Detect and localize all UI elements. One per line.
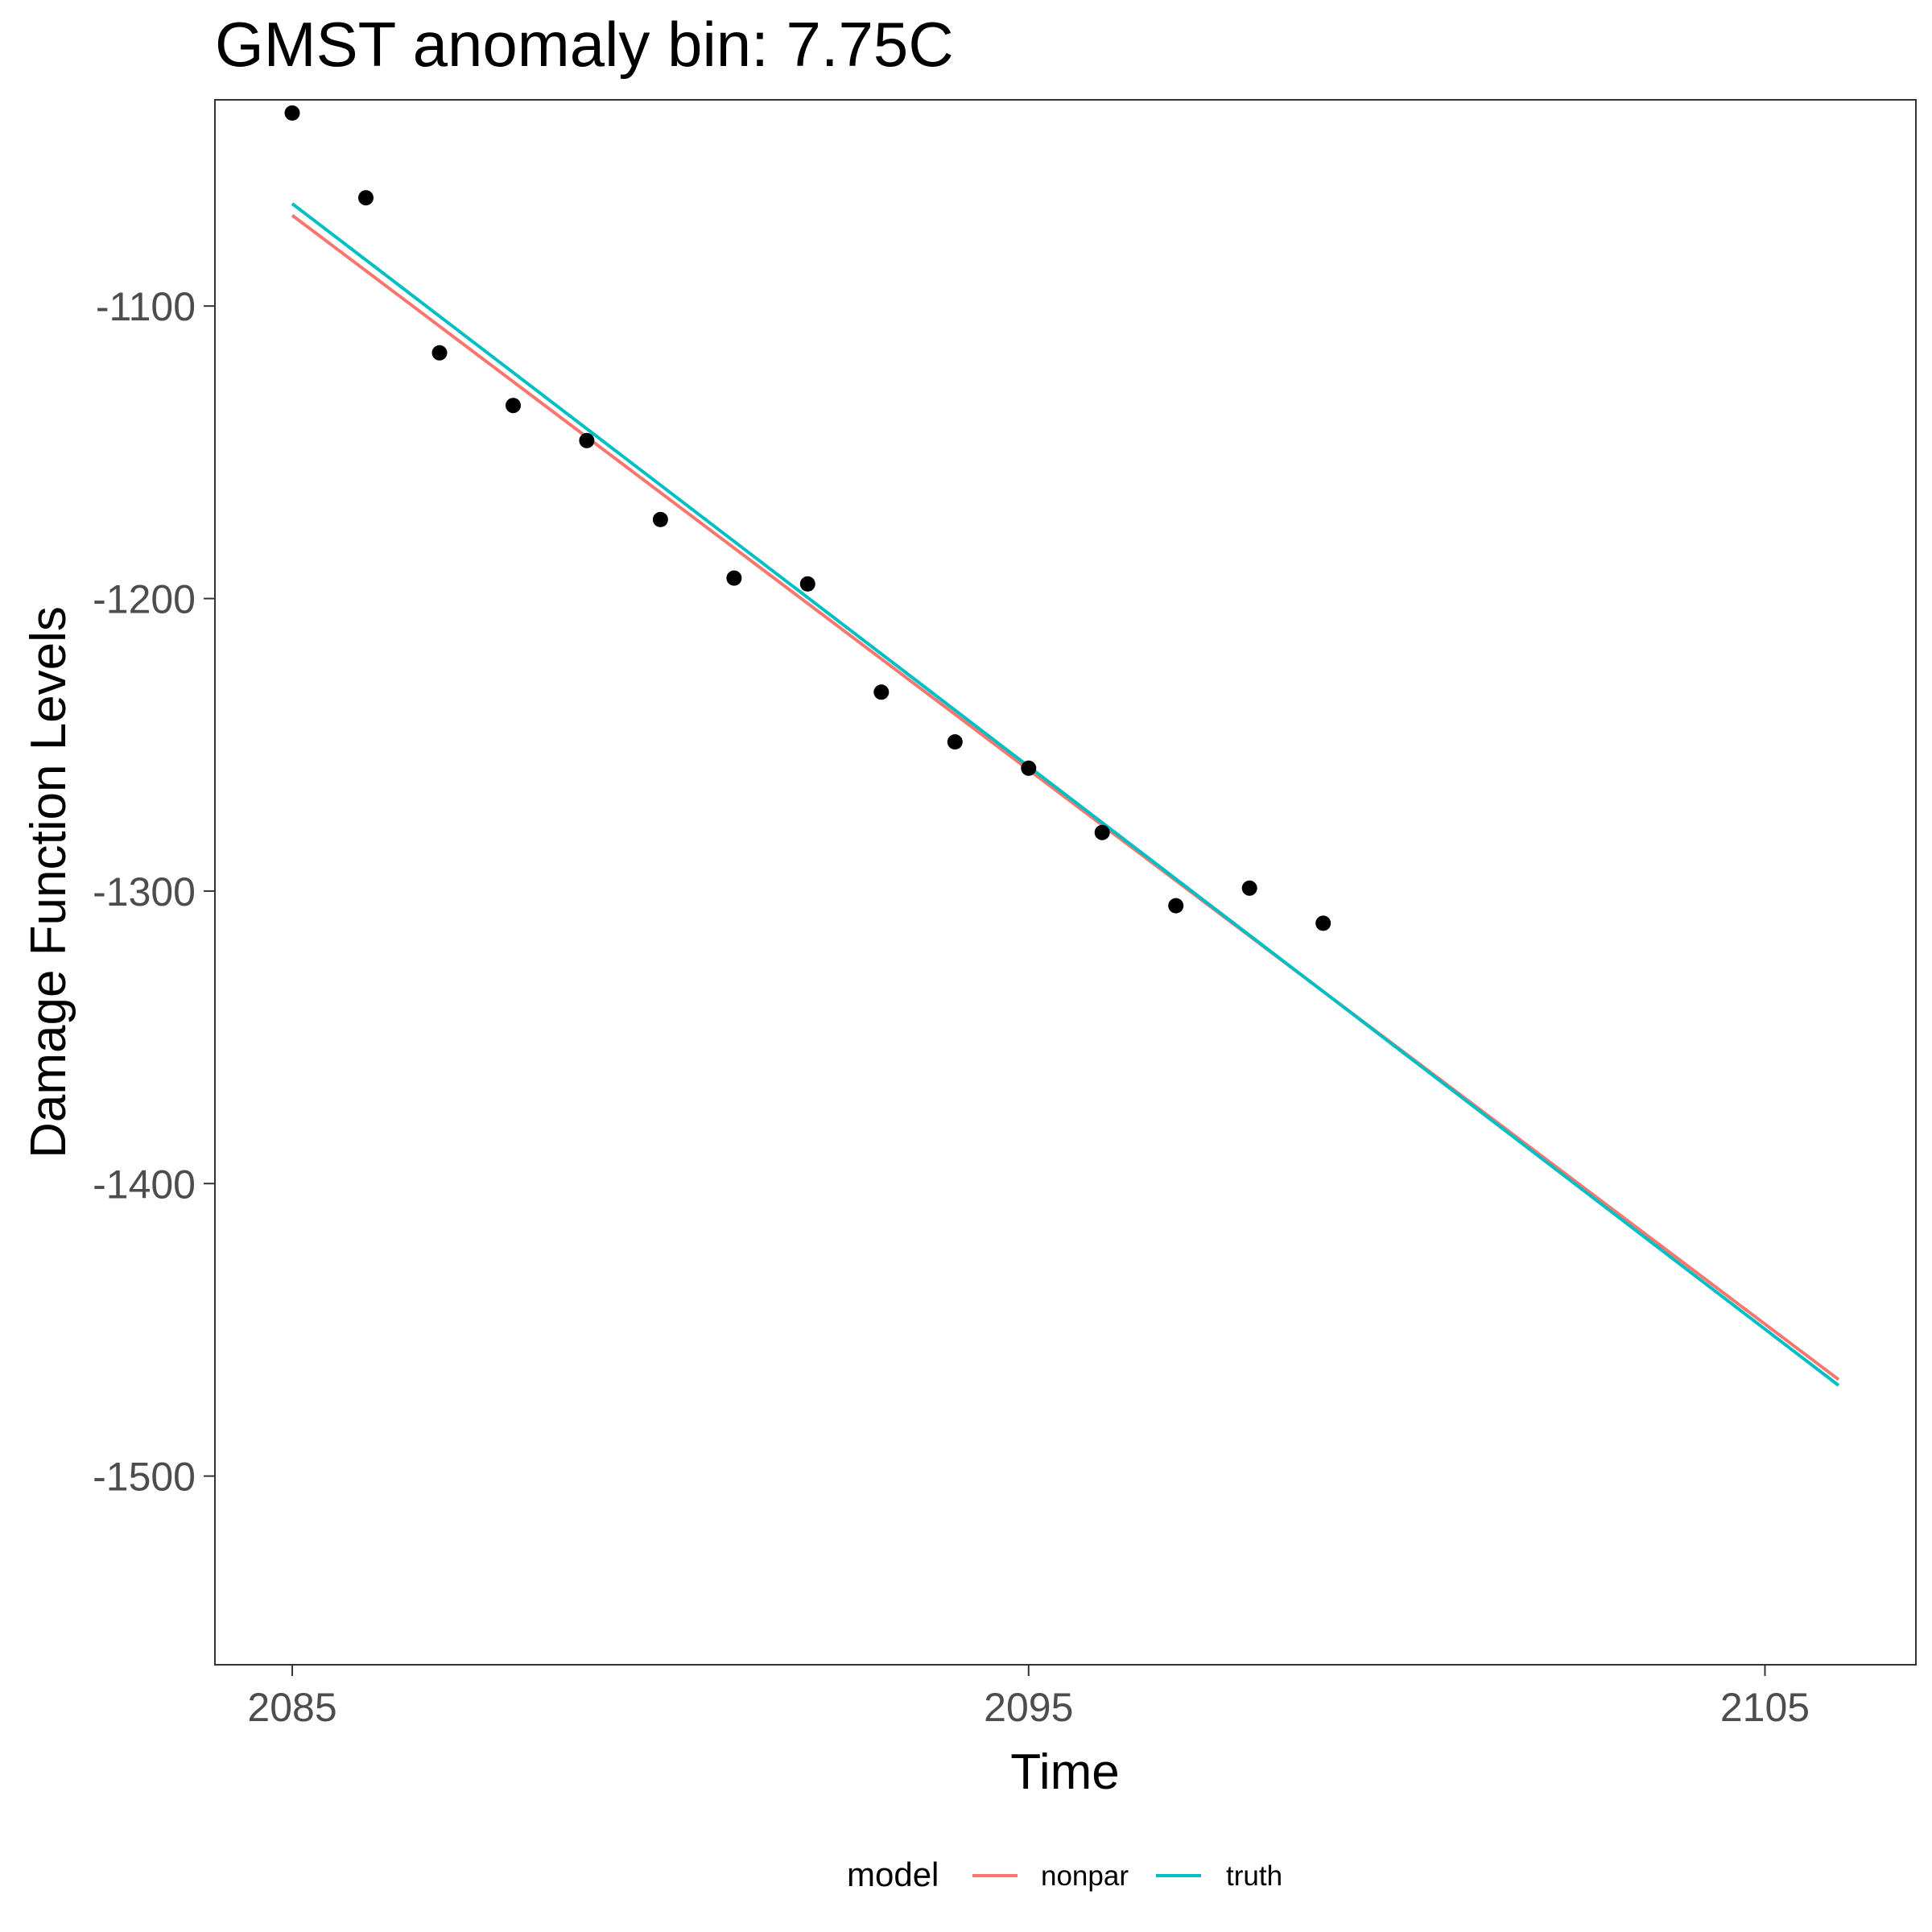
legend-label-truth: truth [1226, 1860, 1282, 1892]
series-lines [291, 202, 1840, 1387]
data-point [1021, 760, 1037, 776]
data-point [726, 570, 742, 586]
x-tick-label: 2095 [984, 1685, 1073, 1730]
data-point [579, 432, 595, 448]
y-tick-label: -1200 [93, 577, 196, 622]
data-point [431, 345, 448, 361]
legend-label-nonpar: nonpar [1041, 1860, 1129, 1892]
y-tick-label: -1400 [93, 1162, 196, 1207]
x-tick-label: 2085 [247, 1685, 336, 1730]
y-tick-label: -1300 [93, 869, 196, 914]
data-point [799, 576, 815, 592]
x-tick-label: 2105 [1720, 1685, 1810, 1730]
x-axis: 2085 2095 2105 [247, 1665, 1810, 1730]
data-point [652, 511, 668, 527]
x-axis-title: Time [1010, 1744, 1119, 1800]
y-axis-title: Damage Function Levels [21, 606, 76, 1158]
legend-title: model [847, 1856, 939, 1893]
data-point [1168, 898, 1184, 914]
data-point [947, 734, 963, 750]
data-point [506, 398, 521, 414]
chart-title: GMST anomaly bin: 7.75C [215, 9, 954, 80]
plot-panel [214, 99, 1917, 1666]
data-point [1094, 824, 1110, 840]
data-point [358, 190, 374, 206]
data-point [873, 684, 890, 700]
series-line-truth [291, 202, 1840, 1387]
legend: model nonpar truth [847, 1856, 1282, 1893]
series-line-nonpar [291, 213, 1840, 1381]
data-points [284, 105, 1331, 931]
data-point [1241, 880, 1257, 896]
y-tick-label: -1500 [93, 1455, 196, 1500]
data-point [284, 105, 300, 121]
data-point [1315, 915, 1331, 931]
y-tick-label: -1100 [96, 284, 196, 329]
y-axis: -1100 -1200 -1300 -1400 -1500 [93, 284, 215, 1500]
